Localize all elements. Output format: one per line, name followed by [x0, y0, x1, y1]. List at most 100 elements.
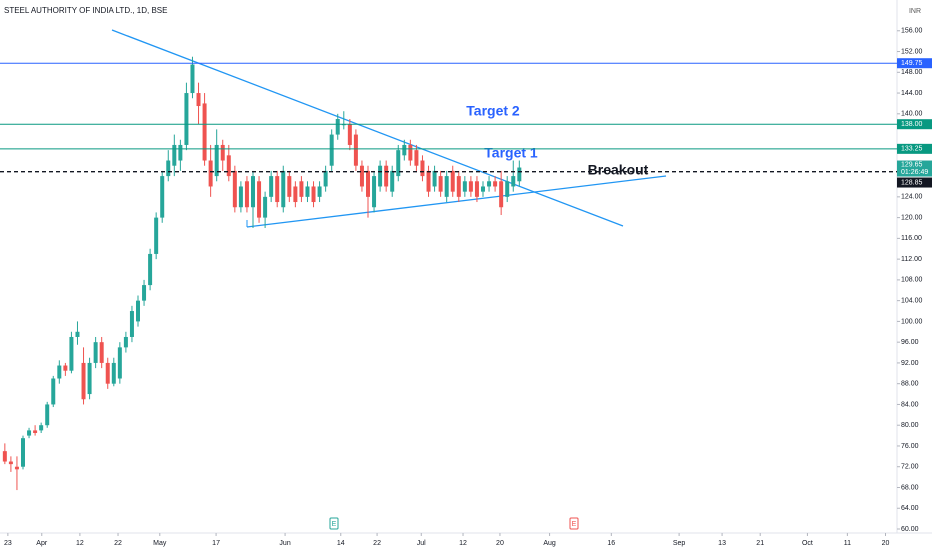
- candle-body: [517, 167, 522, 182]
- earnings-label: E: [332, 521, 337, 528]
- candle-body: [299, 181, 304, 197]
- candle-body: [305, 186, 310, 197]
- candle-body: [111, 362, 116, 384]
- candle-body: [8, 461, 13, 465]
- candle-body: [384, 165, 389, 187]
- earnings-icon[interactable]: [329, 517, 339, 530]
- candle-body: [505, 181, 510, 197]
- candle-body: [353, 134, 358, 166]
- y-tick-label: 156.00: [901, 28, 923, 35]
- y-tick-label: 96.00: [901, 339, 919, 346]
- annotation: Target 2: [466, 103, 520, 119]
- candle-body: [148, 253, 153, 286]
- last-price-label: 129.65: [901, 161, 923, 168]
- candle-body: [444, 176, 449, 197]
- candle-body: [172, 144, 177, 166]
- candle-body: [426, 170, 431, 192]
- candle-body: [117, 347, 122, 379]
- candle-body: [136, 300, 140, 322]
- x-tick-label: 11: [844, 540, 851, 547]
- y-tick-label: 68.00: [901, 484, 919, 491]
- candle-body: [2, 451, 7, 462]
- candle-body: [359, 165, 364, 187]
- candle-body: [75, 331, 80, 337]
- candle-body: [232, 170, 237, 208]
- countdown: 01:26:49: [901, 169, 928, 176]
- y-tick-label: 104.00: [901, 297, 923, 304]
- candle-body: [281, 170, 286, 208]
- candle-body: [27, 430, 32, 436]
- x-tick-label: 20: [882, 540, 890, 547]
- candle-body: [432, 170, 437, 187]
- candle-body: [45, 404, 50, 426]
- candle-body: [275, 176, 280, 203]
- candle-body: [196, 93, 201, 107]
- y-tick-label: 108.00: [901, 277, 923, 284]
- candle-body: [293, 186, 298, 203]
- x-tick-label: Jun: [279, 540, 290, 547]
- candle-body: [238, 186, 243, 208]
- candle-body: [402, 144, 407, 156]
- x-tick-label: Jul: [417, 540, 426, 547]
- candle-body: [511, 176, 516, 187]
- candle-body: [263, 196, 268, 218]
- level-price-box: [897, 119, 932, 130]
- y-tick-label: 112.00: [901, 256, 922, 263]
- candle-body: [396, 150, 401, 177]
- x-tick-label: 23: [4, 540, 12, 547]
- candle-body: [468, 181, 473, 192]
- candle-body: [57, 365, 62, 379]
- candle-body: [257, 181, 262, 218]
- y-tick-label: 100.00: [901, 318, 923, 325]
- candle-body: [317, 186, 322, 197]
- x-tick-label: 16: [607, 540, 615, 547]
- candle-body: [39, 425, 44, 431]
- y-tick-label: 84.00: [901, 401, 919, 408]
- candle-body: [208, 160, 213, 187]
- candle-body: [420, 160, 425, 177]
- x-tick-label: 12: [76, 540, 84, 547]
- level-price-box: [897, 177, 932, 188]
- y-tick-label: 140.00: [901, 111, 923, 118]
- candle-body: [311, 186, 316, 203]
- y-tick-label: 76.00: [901, 443, 919, 450]
- x-tick-label: Oct: [802, 540, 813, 547]
- candle-body: [481, 186, 485, 192]
- level-price-label: 138.00: [901, 121, 923, 128]
- candle-body: [329, 134, 334, 166]
- y-tick-label: 80.00: [901, 422, 919, 429]
- candle-body: [456, 176, 461, 197]
- candle-body: [202, 103, 207, 161]
- candle-body: [462, 181, 467, 192]
- candle-body: [390, 170, 395, 192]
- candle-body: [33, 430, 38, 433]
- candle-body: [123, 336, 128, 348]
- candle-body: [51, 378, 56, 405]
- candle-body: [414, 150, 419, 166]
- y-tick-label: 116.00: [901, 235, 922, 242]
- x-tick-label: 20: [496, 540, 504, 547]
- candle-body: [69, 336, 74, 371]
- x-tick-label: Aug: [543, 540, 556, 547]
- candle-body: [160, 176, 165, 218]
- candle-body: [178, 144, 183, 161]
- earnings-icon[interactable]: [569, 517, 579, 530]
- y-tick-label: 72.00: [901, 464, 919, 471]
- candle-body: [220, 144, 225, 161]
- ascending-trendline: [246, 175, 667, 228]
- x-tick-label: 14: [337, 540, 345, 547]
- x-tick-label: 17: [212, 540, 220, 547]
- y-tick-label: 124.00: [901, 194, 923, 201]
- candle-body: [269, 176, 274, 197]
- y-tick-label: 144.00: [901, 90, 923, 97]
- x-tick-label: 13: [718, 540, 726, 547]
- level-price-label: 128.85: [901, 179, 923, 186]
- level-price-box: [897, 143, 932, 154]
- candle-body: [244, 181, 249, 208]
- x-tick-label: 21: [756, 540, 764, 547]
- candle-body: [251, 176, 255, 208]
- candle-body: [93, 342, 98, 363]
- candle-body: [99, 342, 104, 363]
